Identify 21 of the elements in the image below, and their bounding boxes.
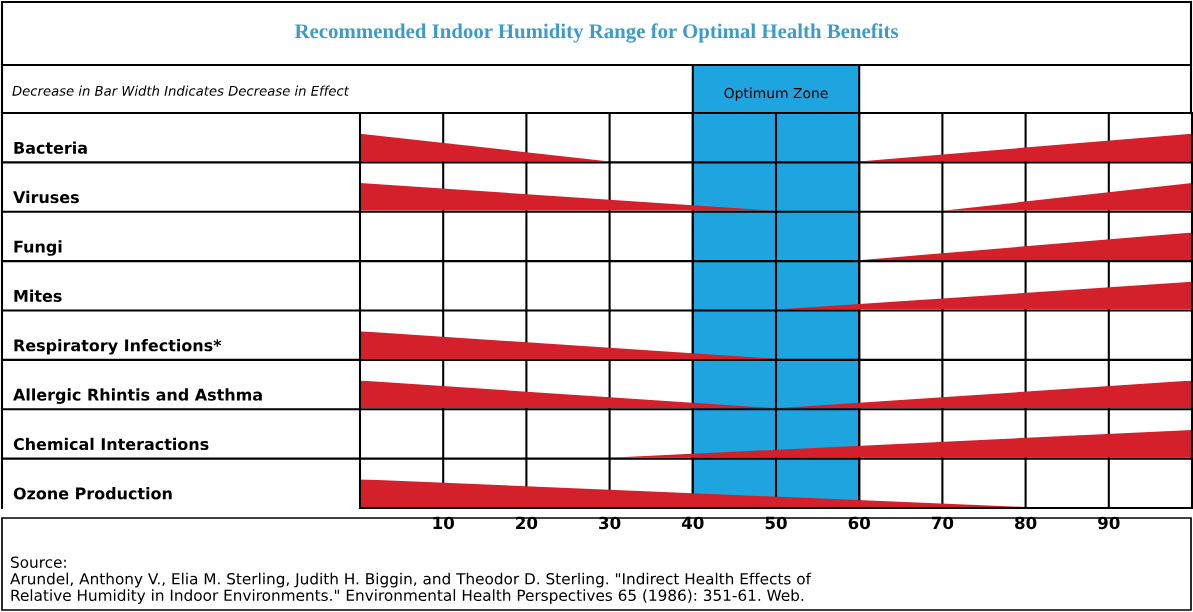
x-tick-label: 20 [516, 516, 538, 530]
band-label: Optimum Zone [724, 87, 828, 101]
x-tick-label: 40 [681, 516, 704, 530]
x-tick-label: 10 [433, 516, 454, 530]
text: Decrease in Bar Width Indicates Decrease in Effect [12, 85, 350, 96]
source-note: Source: Arundel, Anthony V., Elia M. Sterling, Judith H. Biggin, and Theodor D. Sterling. "Indirect Health Effects of Relative Humidity in Indoor Environments." Environmental Health Perspectives 65 (1986): 351-61. Web. [10, 556, 812, 604]
x-tick-label: 30 [599, 516, 621, 530]
y-tick-label: Allergic Rhintis and Asthma [13, 388, 262, 404]
x-tick-label: 70 [931, 516, 954, 530]
chart-title: Recommended Indoor Humidity Range for Optimal Health Benefits [294, 23, 898, 43]
y-tick-label: Mites [14, 289, 62, 302]
x-tick-label: 90 [1098, 516, 1120, 530]
y-tick-label: Chemical Interactions [13, 437, 209, 451]
y-tick-label: Viruses [13, 190, 79, 204]
y-tick-label: Bacteria [14, 141, 87, 154]
x-tick-label: 80 [1015, 516, 1037, 530]
y-tick-label: Ozone Production [13, 487, 172, 500]
x-tick-label: 60 [848, 516, 870, 530]
y-tick-label: Fungi [14, 240, 62, 256]
y-tick-label: Respiratory Infections* [14, 338, 222, 355]
x-tick-label: 50 [765, 516, 787, 530]
